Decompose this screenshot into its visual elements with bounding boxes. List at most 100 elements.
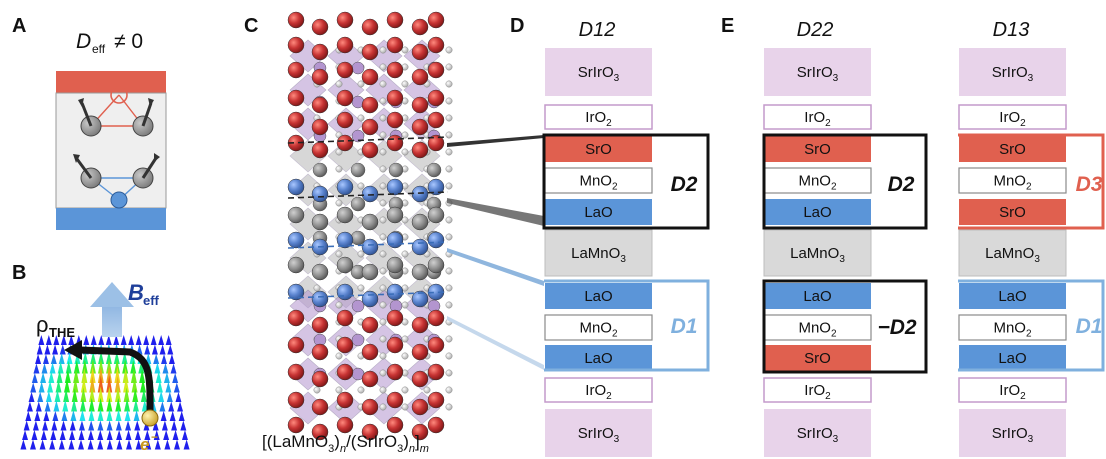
sr-atom: [311, 343, 329, 361]
b-eff-subscript: eff: [143, 293, 160, 308]
sr-atom: [287, 89, 305, 107]
la-mn-atom: [427, 256, 445, 274]
oxygen-atom: [379, 386, 387, 394]
spin-cone: [115, 398, 122, 412]
sr-atom: [427, 36, 445, 54]
la-atom: [411, 238, 429, 256]
oxygen-atom: [445, 284, 453, 292]
layer-label: IrO2: [585, 109, 612, 129]
panel-b-letter: B: [12, 262, 26, 284]
spin-cone: [106, 409, 113, 421]
spin-cone: [61, 410, 68, 421]
spin-cone: [97, 397, 104, 412]
spin-cone: [82, 351, 89, 364]
panel-a-letter: A: [12, 15, 26, 37]
spin-cone: [60, 420, 67, 431]
spin-cone: [20, 439, 27, 450]
spin-cone: [183, 439, 190, 450]
sr-atom: [411, 68, 429, 86]
sr-atom: [427, 11, 445, 29]
interface-label-d3: D3: [1076, 173, 1103, 196]
electron-label: e: [140, 435, 149, 454]
layer-lamno3: LaMnO3: [544, 229, 653, 277]
layer-sro: SrO: [959, 199, 1066, 225]
la-mn-atom: [336, 256, 354, 274]
oxygen-atom: [379, 284, 387, 292]
oxygen-atom: [379, 318, 387, 326]
sr-atom: [361, 343, 379, 361]
layer-label: SrIrO3: [578, 425, 620, 445]
spin-cone: [135, 335, 142, 345]
spin-cone: [168, 354, 175, 364]
layer-label: MnO2: [579, 320, 618, 340]
spin-cone: [71, 399, 78, 412]
layer-box: [959, 48, 1066, 96]
spin-cone: [78, 430, 85, 440]
layer-box: [544, 167, 653, 194]
spin-cone: [115, 409, 122, 421]
interface-label-d2: D2: [888, 173, 915, 196]
sr-atom: [361, 18, 379, 36]
layer-label: SrO: [585, 141, 612, 158]
sr-atom: [411, 141, 429, 159]
superlattice-formula: [(LaMnO3)n/(SrIrO3)n]m: [262, 432, 429, 455]
la-mn-atom: [386, 256, 404, 274]
sr-atom: [411, 43, 429, 61]
spin-arrowhead: [148, 98, 154, 107]
oxygen-atom: [357, 284, 365, 292]
spin-cone: [66, 352, 73, 364]
layer-box: [764, 345, 871, 371]
sr-atom: [311, 43, 329, 61]
spin-cone: [106, 358, 113, 374]
spin-cone: [81, 359, 88, 374]
oxygen-atom: [445, 46, 453, 54]
spin-cone: [65, 360, 72, 374]
spin-cone: [59, 430, 66, 440]
sr-atom: [386, 391, 404, 409]
layer-lao: LaO: [959, 283, 1066, 309]
oxygen-atom: [379, 131, 387, 139]
layer-box: [763, 104, 872, 130]
mn-atom: [388, 162, 404, 178]
sr-atom: [287, 111, 305, 129]
spin-cone: [129, 352, 136, 364]
spin-cone: [39, 439, 46, 450]
layer-lao: LaO: [545, 345, 652, 371]
layer-mno2: MnO2: [544, 314, 653, 341]
sr-atom: [287, 391, 305, 409]
oxygen-atom: [401, 301, 409, 309]
la-atom: [287, 283, 305, 301]
spin-cone: [128, 335, 135, 345]
layer-label: SrO: [804, 141, 831, 158]
panel-d: D D12 SrIrO3 IrO2 SrO MnO2 LaO LaMnO3 LaO MnO2 L…: [510, 15, 710, 457]
sr-atom: [411, 96, 429, 114]
oxygen-atom: [357, 80, 365, 88]
layer-label: LaO: [803, 204, 831, 221]
layer-label: LaO: [998, 350, 1026, 367]
layer-label: IrO2: [999, 382, 1026, 402]
la-atom: [427, 178, 445, 196]
column-title-d13: D13: [993, 19, 1030, 41]
sr-atom: [361, 118, 379, 136]
oxygen-atom: [379, 148, 387, 156]
panel-a: A D eff ≠ 0: [12, 15, 167, 230]
spin-cone: [97, 409, 104, 421]
interface-bracket-d3: [958, 133, 1105, 230]
oxygen-atom: [401, 335, 409, 343]
layer-box: [958, 229, 1067, 277]
spin-cone: [140, 378, 147, 393]
sr-atom: [386, 36, 404, 54]
la-mn-atom: [427, 206, 445, 224]
b-eff-arrow-shaft: [102, 305, 122, 337]
oxygen-atom: [445, 148, 453, 156]
sr-atom: [427, 416, 445, 434]
oxygen-atom: [445, 63, 453, 71]
spin-cone: [49, 362, 56, 374]
spin-cone: [175, 392, 182, 402]
spin-cone: [153, 430, 160, 440]
spin-arrow: [141, 157, 158, 179]
spin-arrowhead: [73, 154, 80, 163]
spin-cone: [30, 382, 37, 393]
layer-box: [958, 377, 1067, 403]
spin-cone: [172, 373, 179, 383]
